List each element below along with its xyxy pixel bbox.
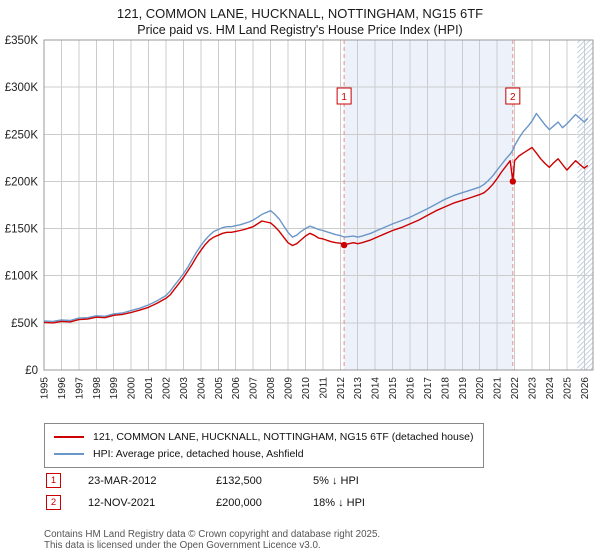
- transaction-2-hpi-diff: 18% ↓ HPI: [313, 496, 365, 509]
- transaction-1-hpi-diff: 5% ↓ HPI: [313, 474, 359, 487]
- hpi-line-swatch: [54, 452, 84, 455]
- legend-label-hpi: HPI: Average price, detached house, Ashf…: [93, 447, 304, 460]
- svg-text:2018: 2018: [440, 377, 451, 400]
- svg-text:2009: 2009: [284, 377, 295, 400]
- svg-text:£350K: £350K: [5, 35, 39, 47]
- svg-text:2022: 2022: [510, 377, 521, 400]
- svg-text:2026: 2026: [580, 377, 591, 400]
- price-paid-line: [43, 146, 589, 324]
- svg-text:2006: 2006: [231, 377, 242, 400]
- legend-label-price-paid: 121, COMMON LANE, HUCKNALL, NOTTINGHAM, …: [93, 430, 474, 443]
- svg-text:2003: 2003: [179, 377, 190, 400]
- svg-text:1999: 1999: [109, 377, 120, 400]
- transaction-2-badge: 2: [46, 495, 61, 510]
- chart-header: 121, COMMON LANE, HUCKNALL, NOTTINGHAM, …: [0, 5, 600, 38]
- sale-marker-1: [340, 241, 348, 249]
- footer-line-2: This data is licensed under the Open Gov…: [44, 540, 321, 551]
- plot-border: [43, 39, 594, 371]
- svg-text:1998: 1998: [92, 377, 103, 400]
- svg-text:1: 1: [341, 92, 347, 103]
- svg-text:2: 2: [510, 92, 516, 103]
- chart-subtitle: Price paid vs. HM Land Registry's House …: [137, 23, 463, 37]
- svg-text:2001: 2001: [144, 377, 155, 400]
- svg-text:£0: £0: [25, 365, 38, 377]
- svg-text:2014: 2014: [371, 377, 382, 400]
- transaction-1-price: £132,500: [216, 474, 262, 487]
- svg-text:2004: 2004: [196, 377, 207, 400]
- transaction-1-date: 23-MAR-2012: [88, 474, 157, 487]
- svg-text:1995: 1995: [40, 377, 51, 400]
- svg-text:2025: 2025: [562, 377, 573, 400]
- legend: 121, COMMON LANE, HUCKNALL, NOTTINGHAM, …: [44, 423, 485, 468]
- between-sales-shading: [344, 40, 513, 370]
- svg-text:£200K: £200K: [5, 176, 39, 188]
- legend-item-hpi: HPI: Average price, detached house, Ashf…: [54, 445, 473, 462]
- svg-text:2016: 2016: [406, 377, 417, 400]
- svg-text:2000: 2000: [127, 377, 138, 400]
- svg-text:1997: 1997: [74, 377, 85, 400]
- svg-text:2010: 2010: [301, 377, 312, 400]
- transaction-2-price: £200,000: [216, 496, 262, 509]
- svg-text:2002: 2002: [162, 377, 173, 400]
- hpi-line: [43, 112, 589, 323]
- svg-text:1996: 1996: [57, 377, 68, 400]
- transaction-1-badge: 1: [46, 473, 61, 488]
- price-chart: 1 2 £0 £50K £100K £150K £200K £250K £300K £350K 19…: [5, 35, 594, 400]
- svg-text:£150K: £150K: [5, 224, 39, 236]
- svg-text:2023: 2023: [528, 377, 539, 400]
- sale-flag-1: [336, 87, 352, 105]
- sale-marker-2: [509, 178, 517, 185]
- svg-text:2024: 2024: [545, 377, 556, 400]
- legend-item-price-paid: 121, COMMON LANE, HUCKNALL, NOTTINGHAM, …: [54, 428, 473, 445]
- svg-text:2013: 2013: [353, 377, 364, 400]
- svg-text:2008: 2008: [266, 377, 277, 400]
- svg-text:£50K: £50K: [11, 318, 38, 330]
- svg-text:2007: 2007: [249, 377, 260, 400]
- svg-text:2015: 2015: [388, 377, 399, 400]
- svg-text:2012: 2012: [336, 377, 347, 400]
- footer-line-1: Contains HM Land Registry data © Crown c…: [44, 529, 381, 540]
- svg-text:2020: 2020: [475, 377, 486, 400]
- svg-text:2021: 2021: [493, 377, 504, 400]
- footer: Contains HM Land Registry data © Crown c…: [44, 529, 380, 551]
- svg-text:2011: 2011: [318, 377, 329, 399]
- svg-text:2017: 2017: [423, 377, 434, 400]
- svg-text:2019: 2019: [458, 377, 469, 400]
- chart-title: 121, COMMON LANE, HUCKNALL, NOTTINGHAM, …: [116, 6, 484, 21]
- svg-text:2005: 2005: [214, 377, 225, 400]
- svg-text:£100K: £100K: [5, 271, 39, 283]
- price-paid-line-swatch: [54, 435, 84, 438]
- sale-flag-2: [505, 87, 521, 105]
- transaction-row-2: 2 12-NOV-2021 £200,000 18% ↓ HPI: [46, 495, 586, 510]
- transaction-row-1: 1 23-MAR-2012 £132,500 5% ↓ HPI: [46, 473, 586, 488]
- svg-text:£300K: £300K: [5, 82, 39, 94]
- transaction-2-date: 12-NOV-2021: [88, 496, 156, 509]
- svg-text:£250K: £250K: [5, 129, 39, 141]
